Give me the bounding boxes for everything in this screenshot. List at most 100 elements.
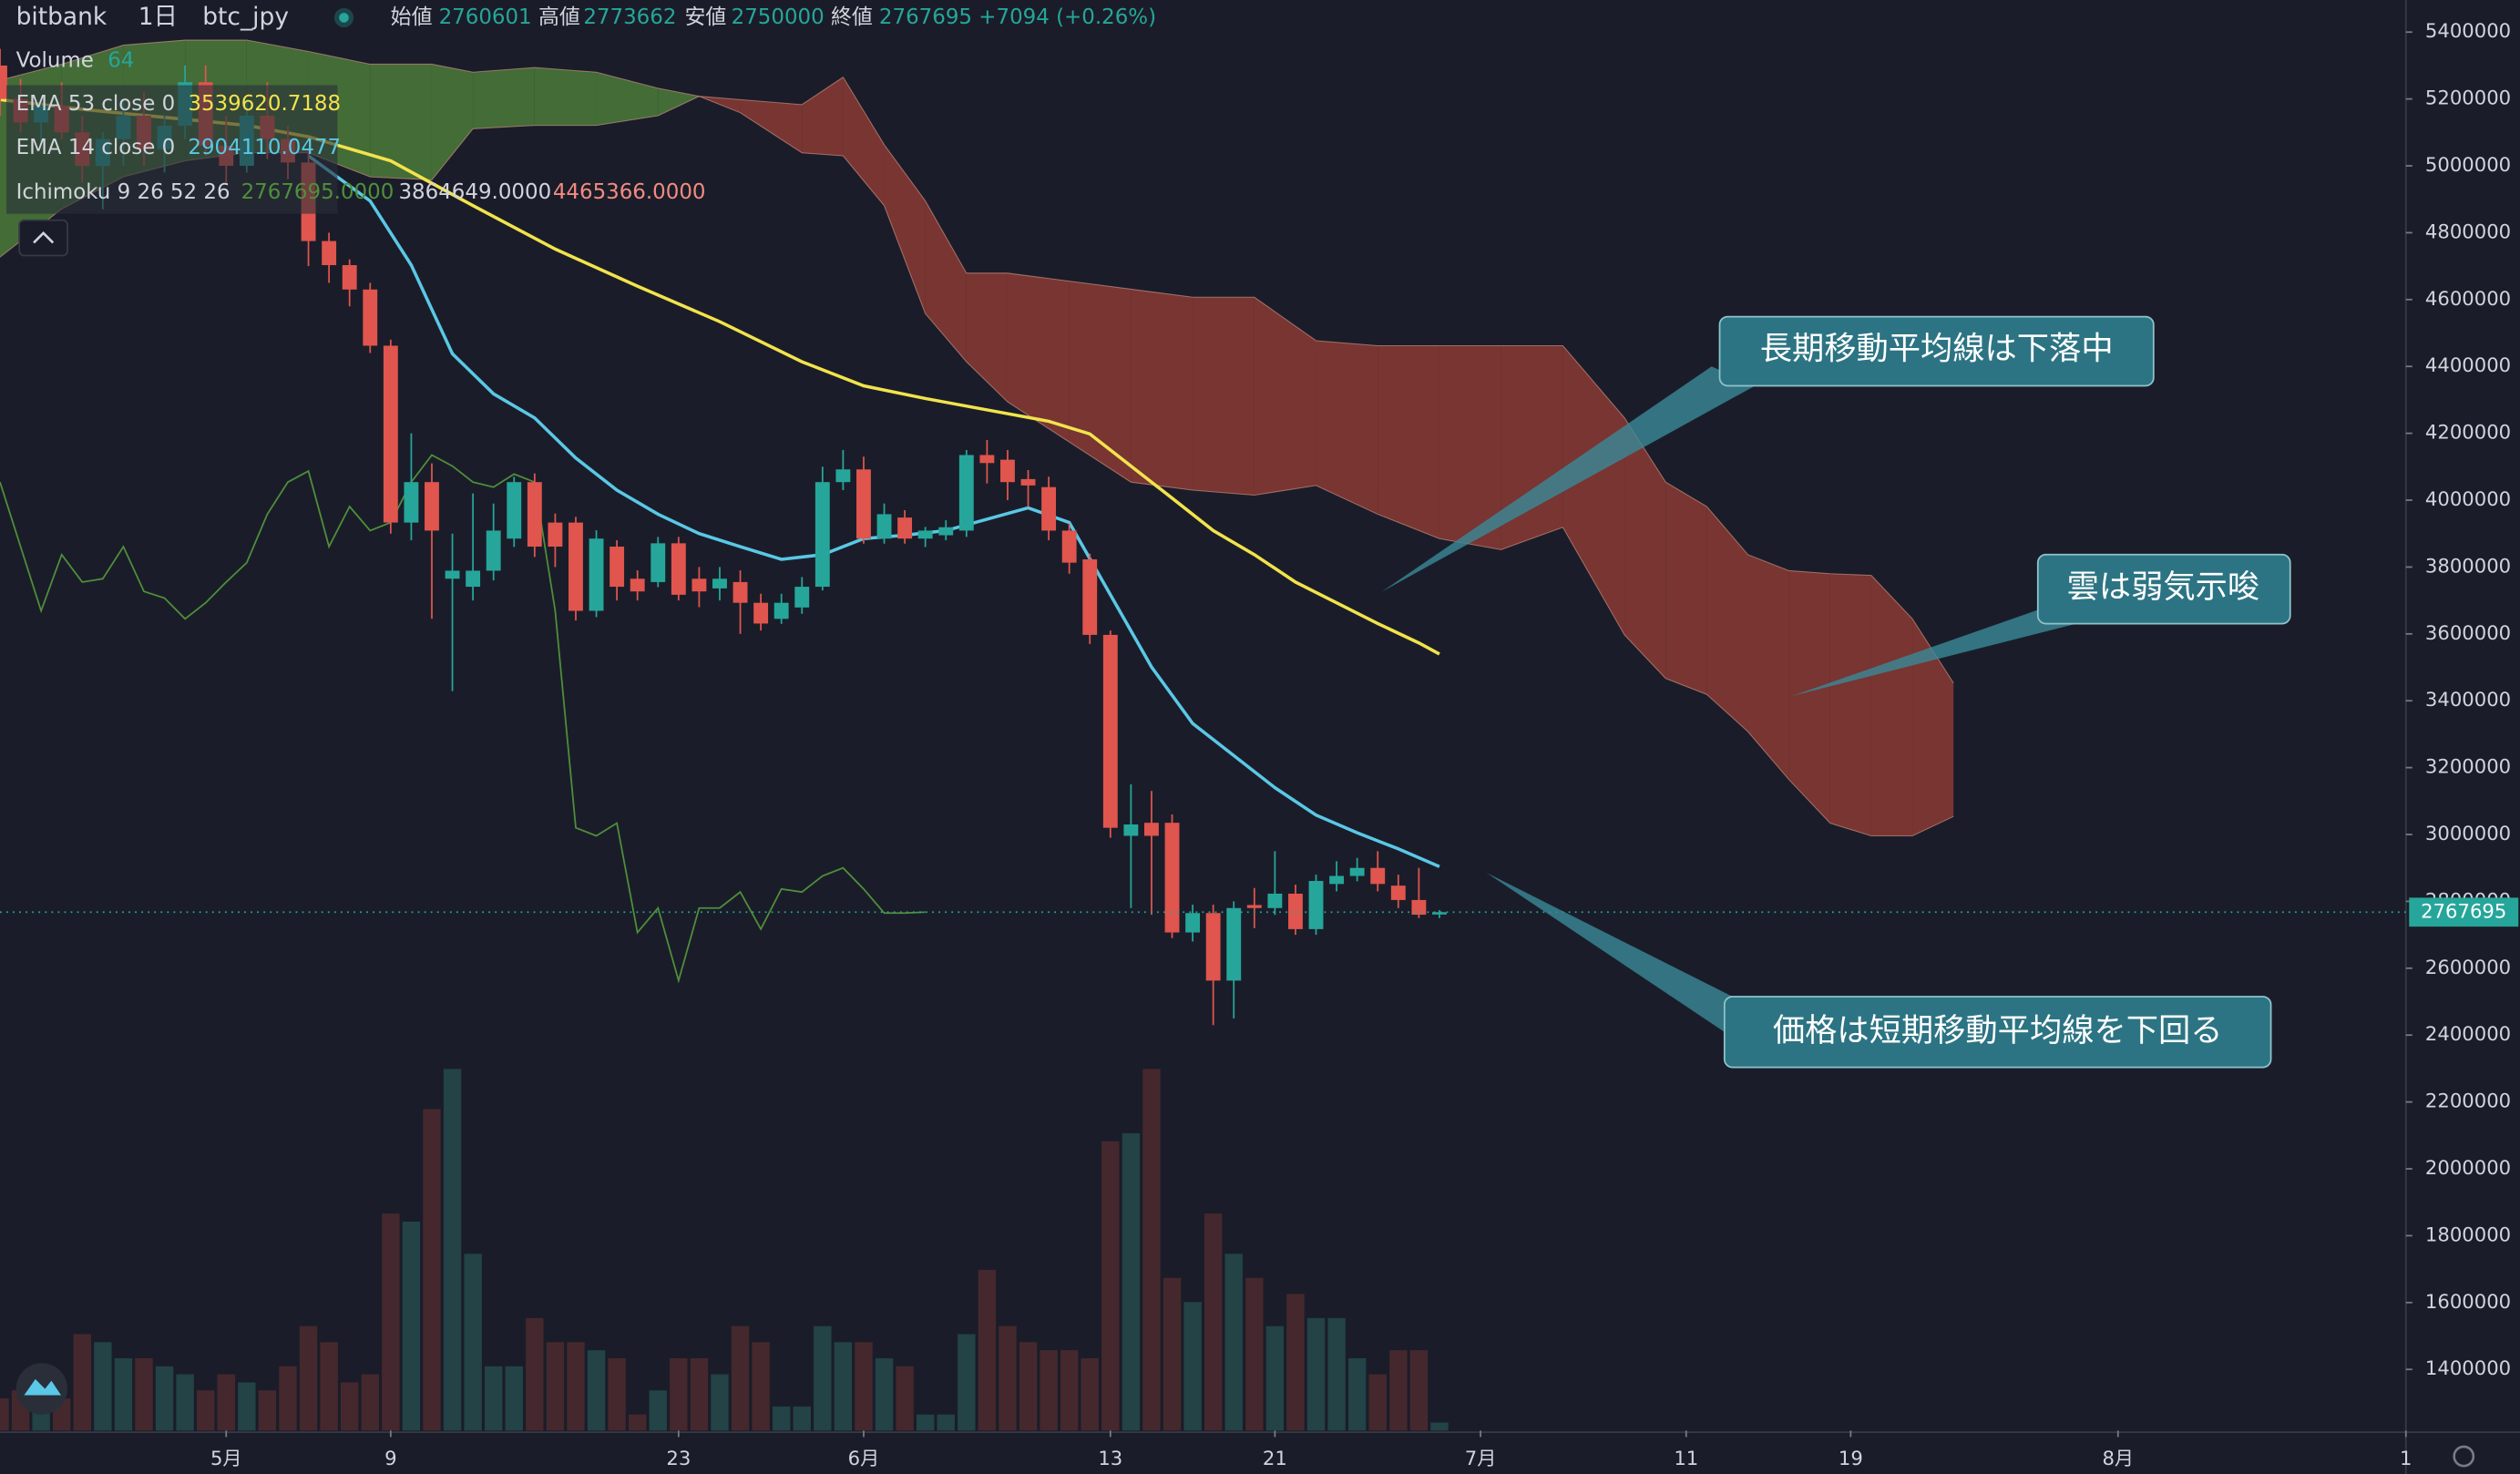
collapse-button[interactable] (18, 219, 68, 257)
candle-body (507, 482, 522, 539)
cloud-edge (0, 77, 1954, 684)
callout-text: 価格は短期移動平均線を下回る (1773, 1012, 2223, 1049)
y-tick-label: 2400000 (2425, 1022, 2511, 1045)
volume-bar (814, 1326, 832, 1431)
candle-body (1349, 867, 1365, 876)
indicator-name: EMA 53 close 0 (16, 92, 176, 116)
y-tick-label: 4600000 (2425, 287, 2511, 310)
x-tick-label: 7月 (1465, 1447, 1497, 1469)
volume-bar (423, 1109, 441, 1431)
candle-body (732, 581, 748, 603)
y-tick-label: 3800000 (2425, 554, 2511, 577)
volume-bar (587, 1350, 606, 1431)
volume-bar (937, 1414, 955, 1431)
candle-body (958, 455, 974, 531)
y-tick-label: 5200000 (2425, 87, 2511, 109)
volume-bar (752, 1342, 770, 1431)
cloud-segment (740, 99, 803, 153)
candle-body (773, 602, 789, 619)
volume-bar (1327, 1317, 1346, 1431)
candle-body (425, 482, 439, 531)
volume-bar (875, 1357, 894, 1431)
volume-bar (628, 1414, 647, 1431)
candle-body (404, 482, 419, 523)
y-tick-label: 3400000 (2425, 688, 2511, 711)
candle-body (1411, 899, 1427, 916)
cloud-segment (966, 272, 1008, 403)
volume-bar (484, 1366, 503, 1431)
volume-bar (793, 1406, 811, 1431)
volume-bar (1286, 1294, 1305, 1431)
cloud-segment (802, 77, 844, 157)
cloud-segment (658, 87, 700, 116)
settings-icon[interactable] (2453, 1445, 2475, 1468)
volume-bar (1040, 1350, 1058, 1431)
cloud-edge (0, 39, 1954, 837)
y-tick-label: 4200000 (2425, 421, 2511, 444)
ohlc-label: 始値 (391, 5, 433, 29)
cloud-segment (1439, 345, 1501, 550)
y-tick-label: 3600000 (2425, 621, 2511, 644)
ohlc-value: 2760601 (439, 5, 532, 29)
x-tick-label: 5月 (210, 1447, 242, 1469)
candle-body (630, 578, 645, 592)
cloud-segment (1912, 619, 1954, 836)
volume-bar (94, 1342, 112, 1431)
ohlc-value: 2773662 (583, 5, 676, 29)
volume-bar (1409, 1350, 1429, 1431)
volume-bar (114, 1357, 133, 1431)
volume-bar (1306, 1317, 1326, 1431)
candle-body (486, 530, 501, 571)
volume-bar (1142, 1069, 1161, 1431)
volume-bar (279, 1366, 297, 1431)
volume-bar (443, 1069, 462, 1431)
candle-body (445, 570, 460, 579)
volume-bar (1204, 1213, 1223, 1431)
volume-bar (916, 1414, 935, 1431)
candle-body (466, 570, 481, 588)
plot-area (0, 39, 1954, 1431)
volume-bar (402, 1221, 421, 1431)
candle-body (897, 517, 913, 539)
candle-body (876, 514, 892, 539)
x-tick-label: 9 (384, 1447, 396, 1469)
candle-body (1432, 912, 1447, 915)
volume-bar (1265, 1326, 1285, 1431)
indicator-value: 2767695.0000 (241, 180, 394, 204)
last-price-label: 2767695 (2421, 899, 2506, 922)
candle-body (938, 527, 954, 536)
volume-bar (670, 1357, 688, 1431)
candle-body (1020, 478, 1036, 486)
candle-body (1370, 867, 1386, 885)
ohlc-label: 高値 (538, 5, 580, 29)
x-tick-label: 23 (666, 1447, 691, 1469)
y-tick-label: 4800000 (2425, 220, 2511, 242)
volume-bar (1183, 1302, 1202, 1431)
cloud-segment (1788, 570, 1830, 824)
cloud-segment (1193, 297, 1255, 496)
indicator-line (0, 454, 926, 984)
callout-box (1723, 996, 2272, 1069)
logo-icon (24, 1378, 62, 1396)
y-tick-label: 4000000 (2425, 487, 2511, 510)
cloud-segment (1007, 272, 1070, 443)
cloud-segment (1706, 506, 1748, 732)
volume-bar (1101, 1141, 1120, 1431)
ohlc-value: 2767695 (879, 5, 972, 29)
volume-bar (217, 1374, 235, 1431)
volume-bar (340, 1382, 359, 1431)
volume-bar (505, 1366, 523, 1431)
candle-body (1123, 824, 1139, 836)
volume-bar (258, 1390, 277, 1431)
y-tick-label: 2600000 (2425, 956, 2511, 978)
candle-body (671, 543, 686, 595)
volume-bar (772, 1406, 791, 1431)
symbol: btc_jpy (202, 3, 289, 31)
indicator-value: 4465366.0000 (553, 180, 706, 204)
indicator-value: 64 (108, 49, 134, 73)
volume-bar (978, 1269, 997, 1431)
candle-body (1144, 823, 1159, 836)
callout-pointer (1382, 366, 1756, 592)
y-tick-label: 5400000 (2425, 19, 2511, 42)
volume-bar (690, 1357, 709, 1431)
